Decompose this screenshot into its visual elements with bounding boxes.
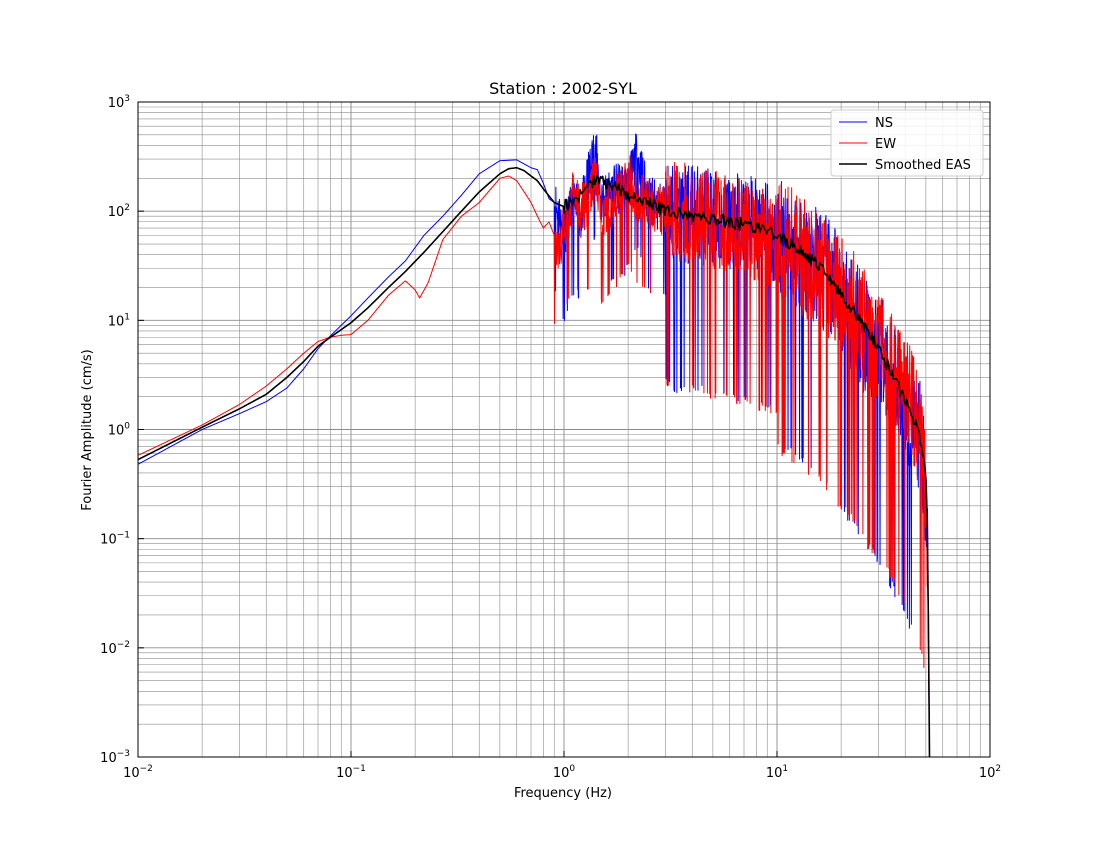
x-tick-label: 10−1 xyxy=(336,764,366,781)
y-axis-label: Fourier Amplitude (cm/s) xyxy=(80,349,95,511)
legend: NS EW Smoothed EAS xyxy=(830,109,984,177)
y-tick-label: 100 xyxy=(108,422,131,439)
legend-label: NS xyxy=(875,116,893,131)
y-tick-label: 10−2 xyxy=(100,640,130,657)
y-tick-label: 10−1 xyxy=(100,531,130,548)
y-tick-label: 103 xyxy=(108,94,130,111)
y-tick-label: 10−3 xyxy=(100,749,130,766)
series-line-ew xyxy=(137,155,931,758)
x-tick-label: 101 xyxy=(766,764,788,781)
series-line-smoothed-eas xyxy=(137,166,931,758)
y-tick-label: 102 xyxy=(108,203,130,220)
x-tick-label: 102 xyxy=(979,764,1001,781)
axis-ticks: 10−2 10−1 100 101 10210−310−210−110010110210… xyxy=(100,94,1001,781)
legend-label: EW xyxy=(875,137,896,152)
series-lines xyxy=(137,133,931,758)
chart-title: Station : 2002-SYL xyxy=(489,79,637,98)
legend-box xyxy=(830,109,984,177)
legend-label: Smoothed EAS xyxy=(875,158,971,173)
x-axis-label: Frequency (Hz) xyxy=(514,786,612,801)
x-tick-label: 100 xyxy=(553,764,576,781)
y-tick-label: 101 xyxy=(108,312,130,329)
x-tick-label: 10−2 xyxy=(123,764,153,781)
